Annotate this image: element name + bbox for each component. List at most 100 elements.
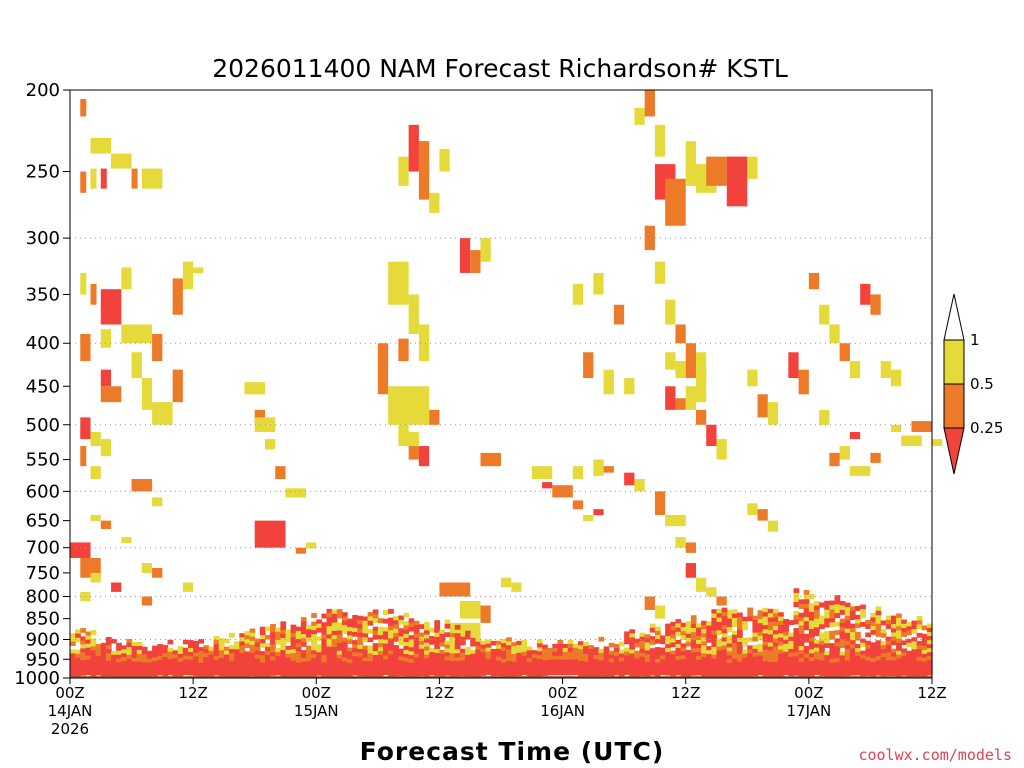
ri-cell — [849, 636, 856, 641]
ri-cell — [275, 651, 281, 657]
ri-cell — [131, 665, 138, 670]
ri-cell — [808, 624, 815, 630]
ri-cell — [588, 645, 594, 650]
ri-cell — [880, 668, 887, 673]
ri-cell — [680, 635, 687, 640]
ri-cell — [583, 669, 589, 674]
ri-cell — [798, 638, 805, 643]
ri-cell — [680, 655, 687, 660]
ri-cell — [347, 635, 353, 641]
ri-cell — [844, 602, 851, 608]
ri-cell — [121, 537, 132, 544]
ri-cell — [367, 657, 374, 662]
ri-cell — [649, 627, 656, 633]
ri-cell — [100, 669, 107, 675]
ri-cell — [721, 633, 728, 639]
ri-cell — [552, 643, 559, 649]
ri-cell — [737, 649, 743, 655]
ri-cell — [357, 660, 364, 665]
ri-cell — [747, 672, 754, 677]
ri-cell — [737, 672, 743, 678]
ri-cell — [157, 651, 163, 657]
ri-cell — [747, 503, 758, 515]
ri-cell — [295, 635, 302, 640]
ri-cell — [259, 670, 266, 675]
ri-cell — [675, 537, 686, 548]
legend-under-arrow — [943, 427, 965, 475]
ri-cell — [357, 620, 364, 625]
ri-cell — [670, 638, 677, 644]
ri-cell — [716, 646, 723, 652]
ri-cell — [126, 654, 133, 660]
ri-cell — [634, 638, 641, 644]
ri-cell — [737, 633, 743, 639]
ri-cell — [819, 409, 830, 425]
ri-cell — [752, 615, 759, 621]
ri-cell — [424, 634, 430, 640]
ri-cell — [624, 659, 630, 664]
ri-cell — [706, 661, 712, 667]
ri-cell — [896, 613, 902, 619]
ri-cell — [157, 644, 163, 649]
ri-cell — [665, 636, 671, 641]
ri-cell — [896, 666, 902, 671]
ri-cell — [695, 635, 702, 641]
ri-cell — [731, 622, 738, 628]
ri-cell — [80, 636, 86, 642]
ri-cell — [388, 626, 394, 631]
ri-cell — [85, 655, 92, 661]
ri-cell — [660, 666, 666, 672]
ri-cell — [321, 646, 328, 652]
ri-cell — [434, 648, 441, 654]
ri-cell — [300, 634, 307, 639]
ri-cell — [654, 658, 661, 664]
ri-cell — [701, 645, 707, 651]
credit-text[interactable]: coolwx.com/models — [858, 746, 1012, 764]
ri-cell — [742, 621, 748, 626]
ri-cell — [249, 636, 256, 642]
ri-cell — [326, 654, 333, 659]
ri-cell — [116, 666, 122, 671]
ri-cell — [434, 644, 441, 650]
ri-cell — [624, 631, 630, 637]
ri-cell — [218, 669, 225, 674]
ri-cell — [583, 642, 589, 647]
ri-cell — [593, 666, 600, 671]
ri-cell — [885, 644, 892, 650]
ri-cell — [865, 671, 872, 677]
ri-cell — [685, 665, 692, 670]
ri-cell — [418, 660, 425, 665]
ri-cell — [788, 636, 795, 642]
ri-cell — [583, 646, 589, 651]
ri-cell — [875, 648, 882, 653]
ri-cell — [870, 661, 877, 667]
ri-cell — [880, 361, 891, 379]
ri-cell — [742, 665, 748, 670]
ri-cell — [737, 669, 743, 674]
ri-cell — [388, 608, 394, 614]
ri-cell — [280, 621, 287, 627]
ri-cell — [382, 651, 389, 657]
y-axis: 2002503003504004505005506006507007508008… — [14, 80, 70, 689]
ri-cell — [223, 638, 230, 644]
ri-cell — [270, 660, 276, 665]
ri-cell — [547, 667, 553, 672]
ri-cell — [429, 627, 435, 633]
ri-cell — [311, 646, 317, 651]
ri-cell — [747, 668, 754, 673]
ri-cell — [429, 671, 435, 676]
ri-cell — [803, 599, 810, 605]
ri-cell — [290, 628, 297, 634]
ri-cell — [798, 661, 805, 667]
ri-cell — [890, 636, 897, 642]
ri-cell — [295, 673, 302, 679]
ri-cell — [588, 660, 594, 666]
ri-cell — [665, 299, 676, 325]
ri-cell — [465, 650, 471, 656]
ri-cell — [275, 648, 281, 653]
ri-cell — [434, 652, 441, 658]
ri-cell — [737, 641, 743, 647]
ri-cell — [680, 651, 687, 656]
ri-cell — [352, 652, 358, 657]
ri-cell — [932, 439, 943, 447]
